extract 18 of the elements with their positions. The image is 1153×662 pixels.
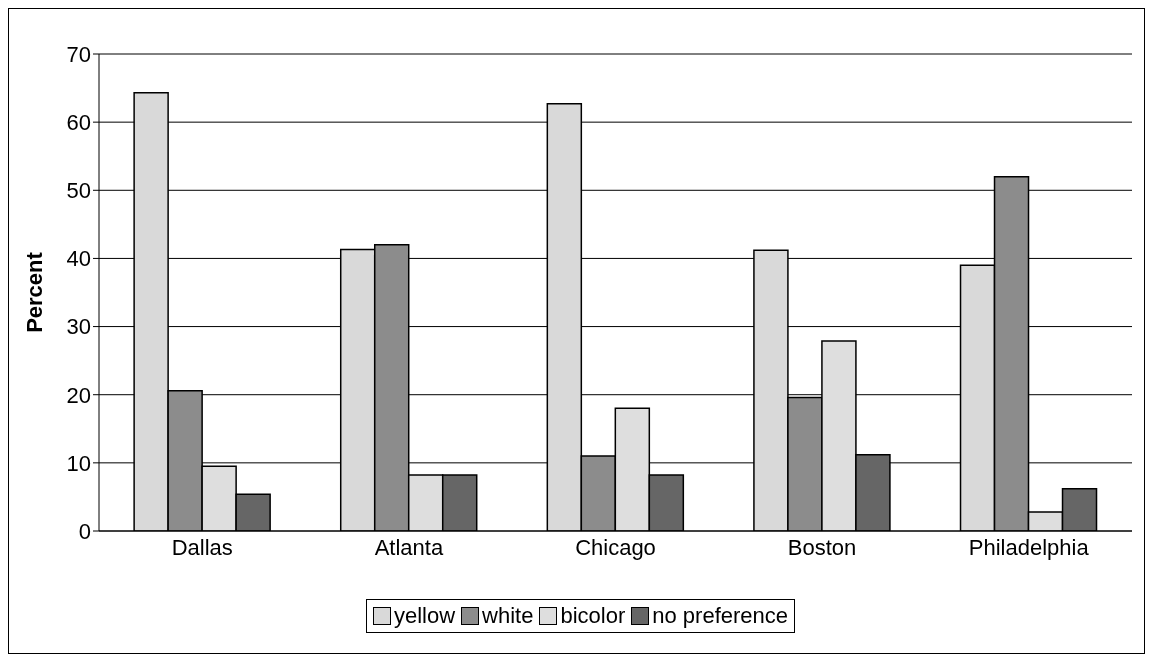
y-axis-title: Percent — [21, 251, 47, 333]
legend-label: white — [481, 603, 534, 629]
y-tick-label: 10 — [66, 450, 91, 476]
y-tick-label: 30 — [66, 314, 91, 340]
x-tick-label: Dallas — [171, 534, 233, 560]
x-tick-label: Atlanta — [374, 534, 444, 560]
y-tick-label: 50 — [66, 178, 91, 204]
legend-label: yellow — [392, 603, 456, 629]
y-tick-label: 60 — [66, 109, 91, 135]
x-tick-label: Boston — [787, 534, 857, 560]
y-tick-label: 20 — [66, 382, 91, 408]
y-tick-label: 70 — [66, 41, 91, 67]
x-tick-label: Chicago — [575, 534, 656, 560]
legend-label: no preference — [651, 603, 789, 629]
y-tick-label: 0 — [78, 518, 91, 544]
legend-label: bicolor — [559, 603, 626, 629]
y-tick-label: 40 — [66, 246, 91, 272]
x-tick-label: Philadelphia — [968, 534, 1090, 560]
